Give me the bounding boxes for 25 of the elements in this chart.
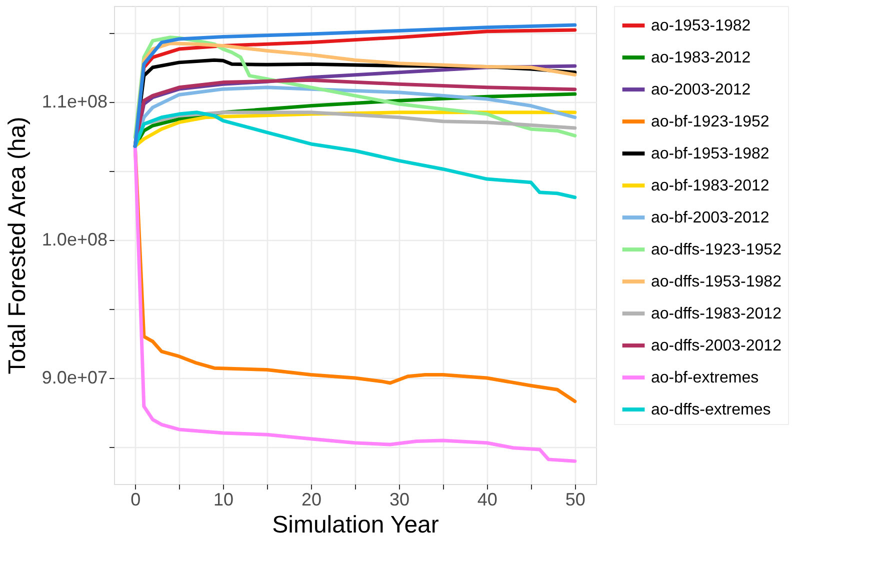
legend-label: ao-1953-1982 (651, 18, 751, 34)
line-series (133, 144, 577, 463)
x-tick-label: 20 (302, 490, 322, 510)
legend-label: ao-bf-1983-2012 (651, 178, 770, 194)
legend-label: ao-bf-1923-1952 (651, 114, 770, 130)
x-tick-label: 50 (565, 490, 586, 510)
legend-label: ao-dffs-1983-2012 (651, 306, 782, 322)
legend-label: ao-bf-1953-1982 (651, 146, 770, 162)
legend-label: ao-bf-2003-2012 (651, 210, 770, 226)
x-tick-label: 0 (130, 490, 141, 510)
legend-label: ao-dffs-extremes (651, 402, 771, 418)
x-axis-title: Simulation Year (272, 512, 439, 538)
legend-label: ao-dffs-2003-2012 (651, 338, 782, 354)
x-tick-label: 40 (477, 490, 498, 510)
y-tick-label: 1.1e+08 (42, 92, 108, 112)
x-tick-label: 30 (389, 490, 410, 510)
y-tick-label: 1.0e+08 (42, 230, 108, 250)
legend-label: ao-1983-2012 (651, 50, 751, 66)
x-tick-label: 10 (214, 490, 234, 510)
legend-label: ao-bf-extremes (651, 370, 759, 386)
legend-label: ao-dffs-1953-1982 (651, 274, 782, 290)
y-tick-label: 9.0e+07 (42, 368, 108, 388)
legend-label: ao-dffs-1923-1952 (651, 242, 782, 258)
legend-label: ao-2003-2012 (651, 82, 751, 98)
y-axis-title: Total Forested Area (ha) (4, 116, 31, 374)
